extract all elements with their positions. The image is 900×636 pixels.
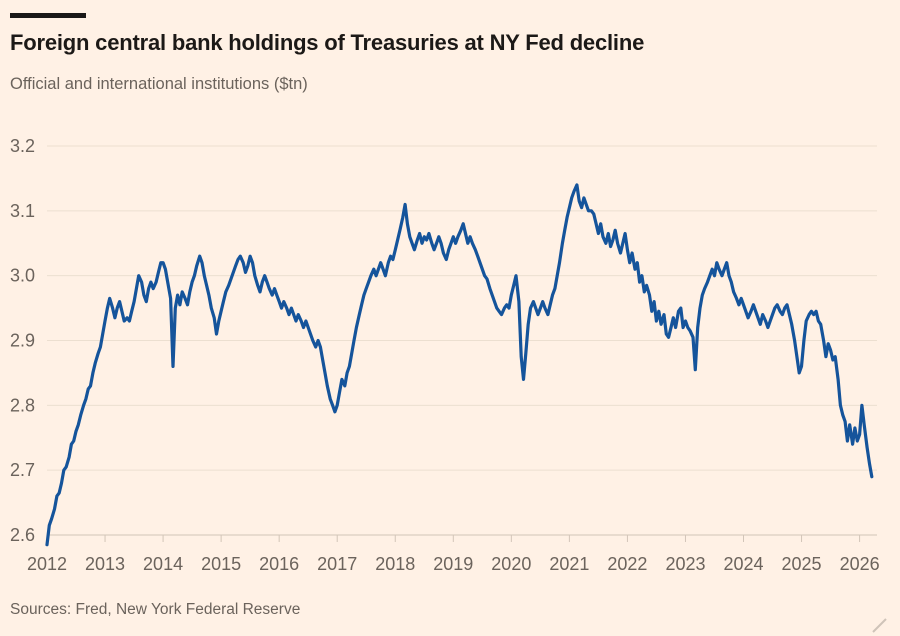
x-tick-label: 2023 [665, 554, 705, 574]
x-tick-label: 2022 [607, 554, 647, 574]
x-tick-label: 2013 [85, 554, 125, 574]
x-tick-label: 2019 [433, 554, 473, 574]
y-tick-label: 2.8 [10, 395, 35, 415]
x-tick-label: 2014 [143, 554, 183, 574]
x-tick-label: 2015 [201, 554, 241, 574]
x-tick-label: 2012 [27, 554, 67, 574]
x-tick-label: 2026 [840, 554, 880, 574]
line-chart: 2.6 2.7 2.8 2.9 3.0 3.1 3.2 2012 2013 2014 2015 201… [10, 136, 880, 574]
y-tick-label: 3.1 [10, 201, 35, 221]
x-tick-label: 2018 [375, 554, 415, 574]
chart-title: Foreign central bank holdings of Treasur… [10, 30, 645, 55]
resize-corner-icon [872, 618, 887, 633]
y-tick-label: 3.0 [10, 266, 35, 286]
y-tick-label: 2.9 [10, 331, 35, 351]
x-tick-label: 2016 [259, 554, 299, 574]
x-tick-label: 2020 [491, 554, 531, 574]
x-tick-label: 2025 [782, 554, 822, 574]
x-tick-label: 2021 [549, 554, 589, 574]
x-tick-label: 2017 [317, 554, 357, 574]
source-note: Sources: Fred, New York Federal Reserve [10, 601, 301, 618]
data-line [45, 183, 874, 547]
top-rule-decoration [10, 13, 86, 18]
chart-subtitle: Official and international institutions … [10, 75, 308, 93]
y-tick-label: 2.6 [10, 525, 35, 545]
y-tick-label: 2.7 [10, 460, 35, 480]
y-tick-label: 3.2 [10, 136, 35, 156]
x-tick-label: 2024 [723, 554, 763, 574]
